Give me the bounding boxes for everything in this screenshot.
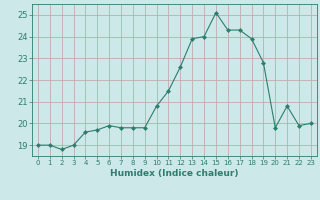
X-axis label: Humidex (Indice chaleur): Humidex (Indice chaleur): [110, 169, 239, 178]
